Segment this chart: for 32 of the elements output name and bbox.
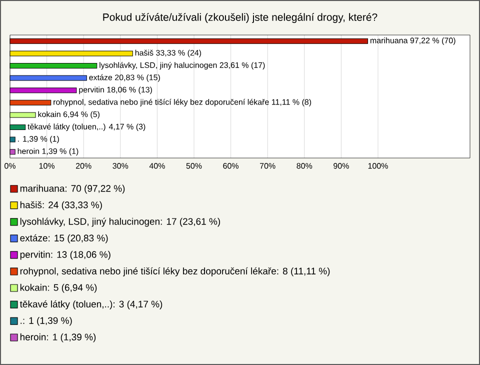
x-tick-label: 40% xyxy=(149,163,165,169)
legend-label: extáze: 15 (20,83 %) xyxy=(20,234,108,244)
y-tick-label: heroin 1,39 % (1) xyxy=(18,148,78,156)
x-tick-label: 90% xyxy=(334,163,349,169)
y-tick-label: rohypnol, sedativa nebo jiné tišící léky bez doporučení lékaře 11,11 % (8) xyxy=(54,98,312,106)
legend-label: hašiš: 24 (33,33 %) xyxy=(20,201,102,210)
legend-label: marihuana: 70 (97,22 %) xyxy=(20,184,125,194)
x-tick-label: 20% xyxy=(76,163,92,169)
x-tick-label: 50% xyxy=(186,163,202,169)
x-tick-label: 30% xyxy=(112,163,128,169)
legend-label: .: 1 (1,39 %) xyxy=(20,316,72,326)
x-tick-label: 70% xyxy=(260,163,276,169)
y-tick-label: těkavé látky (toluen,..) 4,17 % (3) xyxy=(28,123,146,132)
chart-title: Pokud užíváte/užívali (zkoušeli) jste nelegální drogy, které? xyxy=(103,13,378,23)
x-tick-label: 100% xyxy=(368,163,388,169)
y-tick-label: . 1,39 % (1) xyxy=(18,136,59,144)
y-tick-label: kokain 6,94 % (5) xyxy=(38,111,100,119)
legend-label: kokain: 5 (6,94 %) xyxy=(20,284,97,293)
legend-label: heroin: 1 (1,39 %) xyxy=(20,333,96,342)
y-tick-label: hašiš 33,33 % (24) xyxy=(135,50,202,58)
x-tick-label: 0% xyxy=(4,163,16,169)
x-tick-label: 60% xyxy=(223,163,239,169)
legend-label: rohypnol, sedativa nebo jiné tišící léky bez doporučení lékaře: 8 (11,11 %) xyxy=(20,267,330,276)
legend-label: těkavé látky (toluen,..): 3 (4,17 %) xyxy=(20,300,162,310)
y-tick-label: marihuana 97,22 % (70) xyxy=(370,37,456,45)
y-tick-label: pervitin 18,06 % (13) xyxy=(79,86,152,94)
x-tick-label: 10% xyxy=(39,163,55,169)
x-tick-label: 80% xyxy=(296,163,312,169)
legend-label: pervitin: 13 (18,06 %) xyxy=(20,250,110,260)
y-tick-label: extáze 20,83 % (15) xyxy=(89,74,160,82)
y-tick-label: lysohlávky, LSD, jiný halucinogen 23,61 % (17) xyxy=(100,62,265,70)
legend-label: lysohlávky, LSD, jiný halucinogen: 17 (23,61 %) xyxy=(20,218,220,227)
